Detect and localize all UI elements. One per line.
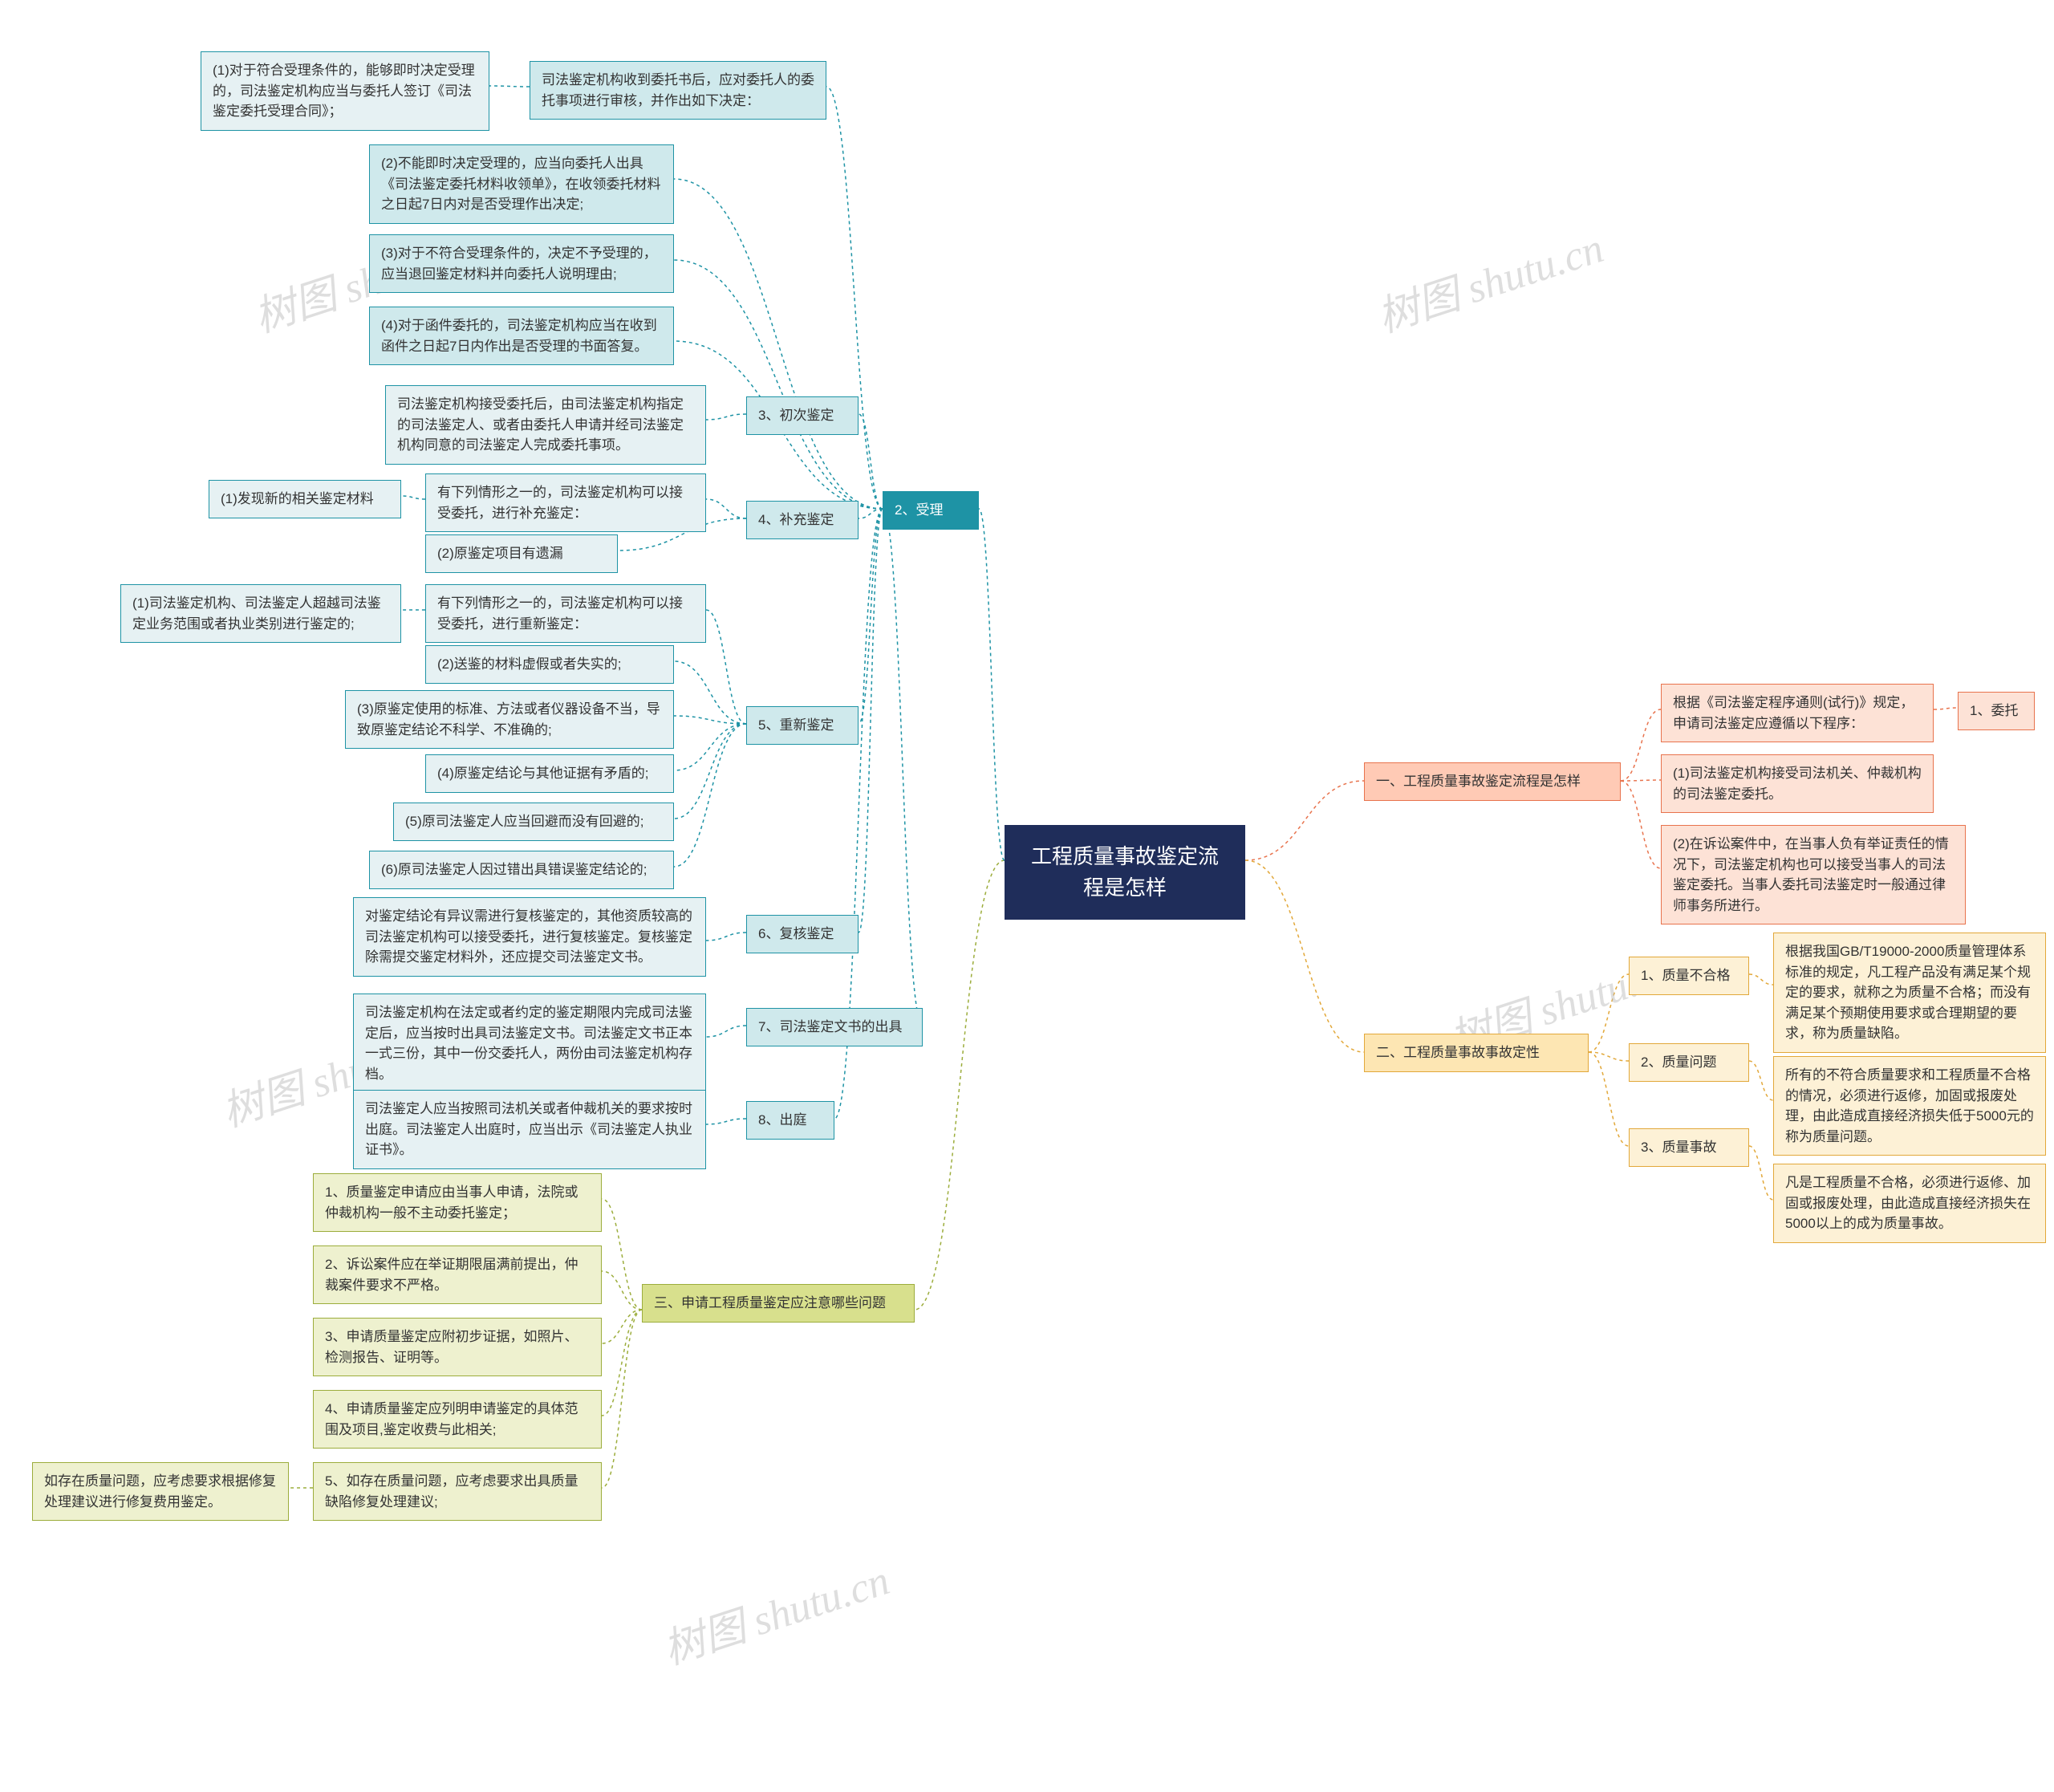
mindmap-node: (3)对于不符合受理条件的，决定不予受理的，应当退回鉴定材料并向委托人说明理由; <box>369 234 674 293</box>
mindmap-node: 三、申请工程质量鉴定应注意哪些问题 <box>642 1284 915 1323</box>
mindmap-node: (6)原司法鉴定人因过错出具错误鉴定结论的; <box>369 851 674 889</box>
mindmap-node: 所有的不符合质量要求和工程质量不合格的情况，必须进行返修，加固或报废处理，由此造… <box>1773 1056 2046 1156</box>
mindmap-node: 司法鉴定机构收到委托书后，应对委托人的委托事项进行审核，并作出如下决定： <box>530 61 826 120</box>
mindmap-node: 如存在质量问题，应考虑要求根据修复处理建议进行修复费用鉴定。 <box>32 1462 289 1521</box>
mindmap-node: 1、质量不合格 <box>1629 957 1749 995</box>
mindmap-node: (2)原鉴定项目有遗漏 <box>425 534 618 573</box>
mindmap-node: 有下列情形之一的，司法鉴定机构可以接受委托，进行重新鉴定： <box>425 584 706 643</box>
mindmap-node: 司法鉴定机构在法定或者约定的鉴定期限内完成司法鉴定后，应当按时出具司法鉴定文书。… <box>353 994 706 1093</box>
mindmap-node: 3、申请质量鉴定应附初步证据，如照片、检测报告、证明等。 <box>313 1318 602 1376</box>
mindmap-node: (1)对于符合受理条件的，能够即时决定受理的，司法鉴定机构应当与委托人签订《司法… <box>201 51 489 131</box>
mindmap-node: (4)对于函件委托的，司法鉴定机构应当在收到函件之日起7日内作出是否受理的书面答… <box>369 307 674 365</box>
mindmap-node: 1、质量鉴定申请应由当事人申请，法院或仲裁机构一般不主动委托鉴定； <box>313 1173 602 1232</box>
mindmap-node: 6、复核鉴定 <box>746 915 859 953</box>
mindmap-node: 5、重新鉴定 <box>746 706 859 745</box>
mindmap-node: (2)不能即时决定受理的，应当向委托人出具《司法鉴定委托材料收领单》，在收领委托… <box>369 144 674 224</box>
mindmap-node: (2)在诉讼案件中，在当事人负有举证责任的情况下，司法鉴定机构也可以接受当事人的… <box>1661 825 1966 924</box>
mindmap-node: 1、委托 <box>1958 692 2035 730</box>
mindmap-node: (2)送鉴的材料虚假或者失实的; <box>425 645 674 684</box>
mindmap-node: 对鉴定结论有异议需进行复核鉴定的，其他资质较高的司法鉴定机构可以接受委托，进行复… <box>353 897 706 977</box>
mindmap-node: 3、初次鉴定 <box>746 396 859 435</box>
mindmap-node: 3、质量事故 <box>1629 1128 1749 1167</box>
mindmap-node: 4、补充鉴定 <box>746 501 859 539</box>
root-node: 工程质量事故鉴定流程是怎样 <box>1005 825 1245 920</box>
mindmap-node: (5)原司法鉴定人应当回避而没有回避的; <box>393 803 674 841</box>
mindmap-node: (1)发现新的相关鉴定材料 <box>209 480 401 518</box>
watermark: 树图 shutu.cn <box>655 1546 896 1676</box>
mindmap-node: 司法鉴定人应当按照司法机关或者仲裁机关的要求按时出庭。司法鉴定人出庭时，应当出示… <box>353 1090 706 1169</box>
mindmap-node: (1)司法鉴定机构、司法鉴定人超越司法鉴定业务范围或者执业类别进行鉴定的; <box>120 584 401 643</box>
mindmap-node: (1)司法鉴定机构接受司法机关、仲裁机构的司法鉴定委托。 <box>1661 754 1934 813</box>
mindmap-node: 司法鉴定机构接受委托后，由司法鉴定机构指定的司法鉴定人、或者由委托人申请并经司法… <box>385 385 706 465</box>
mindmap-node: 2、诉讼案件应在举证期限届满前提出，仲裁案件要求不严格。 <box>313 1245 602 1304</box>
mindmap-node: (4)原鉴定结论与其他证据有矛盾的; <box>425 754 674 793</box>
mindmap-node: 根据我国GB/T19000-2000质量管理体系标准的规定，凡工程产品没有满足某… <box>1773 933 2046 1053</box>
mindmap-node: 8、出庭 <box>746 1101 834 1140</box>
mindmap-node: 有下列情形之一的，司法鉴定机构可以接受委托，进行补充鉴定： <box>425 473 706 532</box>
watermark: 树图 shutu.cn <box>1369 214 1610 343</box>
mindmap-node: 2、受理 <box>883 491 979 530</box>
mindmap-node: 二、工程质量事故事故定性 <box>1364 1034 1589 1072</box>
mindmap-node: 根据《司法鉴定程序通则(试行)》规定，申请司法鉴定应遵循以下程序： <box>1661 684 1934 742</box>
mindmap-node: 凡是工程质量不合格，必须进行返修、加固或报废处理，由此造成直接经济损失在5000… <box>1773 1164 2046 1243</box>
mindmap-node: 7、司法鉴定文书的出具 <box>746 1008 923 1046</box>
mindmap-node: 4、申请质量鉴定应列明申请鉴定的具体范围及项目,鉴定收费与此相关; <box>313 1390 602 1449</box>
mindmap-node: 一、工程质量事故鉴定流程是怎样 <box>1364 762 1621 801</box>
mindmap-node: 2、质量问题 <box>1629 1043 1749 1082</box>
mindmap-node: (3)原鉴定使用的标准、方法或者仪器设备不当，导致原鉴定结论不科学、不准确的; <box>345 690 674 749</box>
mindmap-node: 5、如存在质量问题，应考虑要求出具质量缺陷修复处理建议; <box>313 1462 602 1521</box>
